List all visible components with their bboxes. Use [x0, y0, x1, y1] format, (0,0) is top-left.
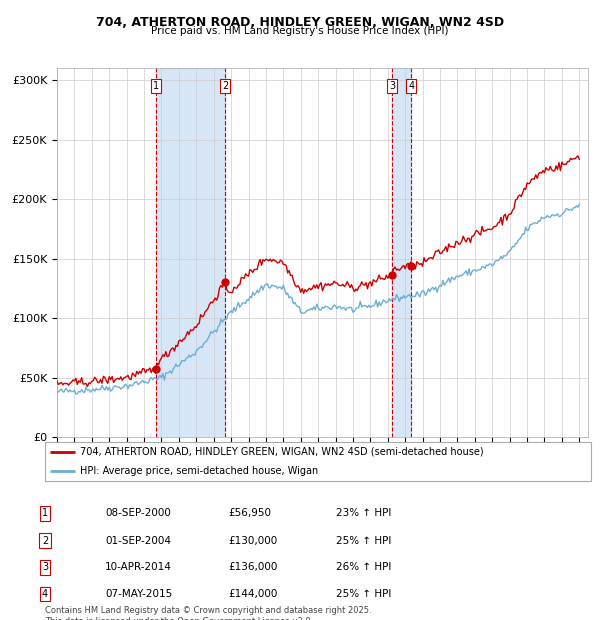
- Text: 07-MAY-2015: 07-MAY-2015: [105, 589, 172, 599]
- Text: 25% ↑ HPI: 25% ↑ HPI: [336, 589, 391, 599]
- Text: 704, ATHERTON ROAD, HINDLEY GREEN, WIGAN, WN2 4SD: 704, ATHERTON ROAD, HINDLEY GREEN, WIGAN…: [96, 16, 504, 29]
- Text: 25% ↑ HPI: 25% ↑ HPI: [336, 536, 391, 546]
- Text: 4: 4: [42, 589, 48, 599]
- Text: 10-APR-2014: 10-APR-2014: [105, 562, 172, 572]
- Text: 1: 1: [152, 81, 159, 91]
- Text: 704, ATHERTON ROAD, HINDLEY GREEN, WIGAN, WN2 4SD (semi-detached house): 704, ATHERTON ROAD, HINDLEY GREEN, WIGAN…: [80, 446, 484, 457]
- Text: 01-SEP-2004: 01-SEP-2004: [105, 536, 171, 546]
- Text: 2: 2: [42, 536, 48, 546]
- Text: Contains HM Land Registry data © Crown copyright and database right 2025.
This d: Contains HM Land Registry data © Crown c…: [45, 606, 371, 620]
- Text: 26% ↑ HPI: 26% ↑ HPI: [336, 562, 391, 572]
- Text: 23% ↑ HPI: 23% ↑ HPI: [336, 508, 391, 518]
- Text: 3: 3: [42, 562, 48, 572]
- Text: 2: 2: [222, 81, 229, 91]
- Text: £56,950: £56,950: [228, 508, 271, 518]
- Text: £144,000: £144,000: [228, 589, 277, 599]
- Text: £130,000: £130,000: [228, 536, 277, 546]
- Text: HPI: Average price, semi-detached house, Wigan: HPI: Average price, semi-detached house,…: [80, 466, 319, 476]
- Text: £136,000: £136,000: [228, 562, 277, 572]
- Text: 08-SEP-2000: 08-SEP-2000: [105, 508, 171, 518]
- Text: 4: 4: [408, 81, 415, 91]
- Bar: [392, 68, 411, 437]
- Bar: [156, 68, 226, 437]
- Text: 3: 3: [389, 81, 395, 91]
- Text: Price paid vs. HM Land Registry's House Price Index (HPI): Price paid vs. HM Land Registry's House …: [151, 26, 449, 36]
- Text: 1: 1: [42, 508, 48, 518]
- FancyBboxPatch shape: [45, 442, 591, 481]
